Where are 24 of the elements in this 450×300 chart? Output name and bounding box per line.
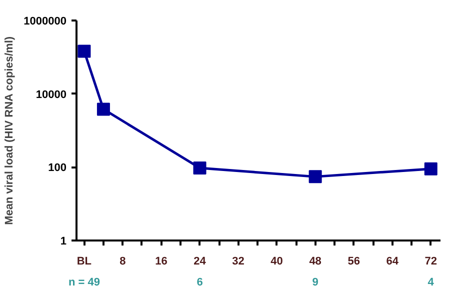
- x-tick-label: 56: [348, 256, 360, 268]
- x-tick-label: 24: [194, 256, 207, 268]
- y-tick-label: 1: [60, 236, 67, 248]
- x-tick-label: 16: [155, 256, 168, 268]
- x-tick-label: 64: [386, 256, 400, 268]
- y-tick-label: 100: [48, 162, 67, 174]
- point: [424, 162, 438, 176]
- x-tick-label: 72: [424, 256, 438, 268]
- text: 6: [196, 276, 203, 288]
- point: [308, 170, 322, 184]
- y-tick-label: 1000000: [24, 16, 67, 28]
- x-tick-label: 8: [120, 256, 126, 268]
- point: [78, 44, 91, 58]
- point: [96, 102, 110, 116]
- text: 9: [312, 276, 318, 288]
- text: 4: [428, 276, 435, 288]
- x-tick-label: 32: [232, 256, 244, 268]
- text: n = 49: [68, 276, 100, 288]
- x-tick-label: 48: [309, 256, 322, 268]
- point: [193, 161, 206, 174]
- y-axis-title: Mean viral load (HIV RNA copies/ml): [4, 36, 16, 225]
- y-tick-label: 10000: [36, 88, 67, 101]
- x-tick-label: BL: [76, 256, 92, 268]
- x-tick-label: 40: [270, 256, 283, 268]
